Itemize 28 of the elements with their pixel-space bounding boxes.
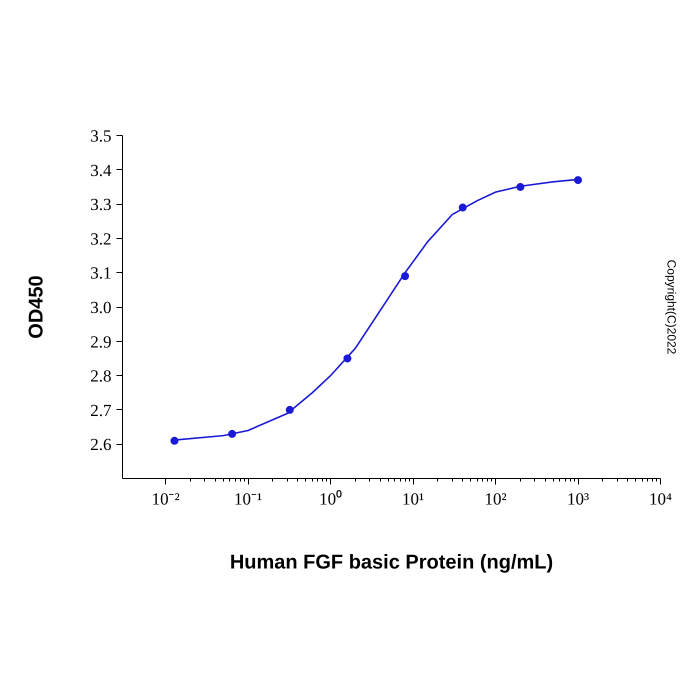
point: [401, 272, 410, 280]
x-tick-label: 10¹: [402, 490, 424, 508]
y-tick-label: 2.9: [90, 332, 112, 352]
y-tick-label: 2.7: [90, 400, 112, 420]
y-tick-label: 2.6: [90, 435, 112, 454]
point: [170, 436, 178, 445]
x-axis-title: Human FGF basic Protein (ng/mL): [230, 552, 554, 574]
x-tick-label: 10²: [484, 490, 507, 508]
point: [343, 354, 352, 362]
x-tick-label: 10⁴: [649, 490, 672, 508]
point: [228, 430, 236, 438]
y-axis-title: OD450: [25, 275, 48, 339]
y-tick-label: 3.2: [90, 229, 112, 248]
point: [574, 176, 582, 184]
y-tick-label: 3.1: [90, 264, 112, 283]
point: [516, 182, 524, 191]
text: Copyright(C)2022: [664, 260, 678, 355]
x-tick-label: 10⁻¹: [234, 490, 262, 508]
point: [458, 204, 467, 212]
y-tick-label: 3.0: [90, 298, 112, 317]
point: [286, 406, 294, 414]
y-tick-label: 3.5: [90, 126, 112, 146]
y-tick-label: 3.4: [90, 160, 112, 180]
y-tick-label: 3.3: [90, 195, 112, 214]
x-tick-label: 10⁻²: [152, 490, 180, 508]
y-tick-label: 2.8: [90, 366, 112, 386]
x-tick-label: 10³: [566, 490, 590, 508]
x-tick-label: 10⁰: [319, 490, 342, 508]
